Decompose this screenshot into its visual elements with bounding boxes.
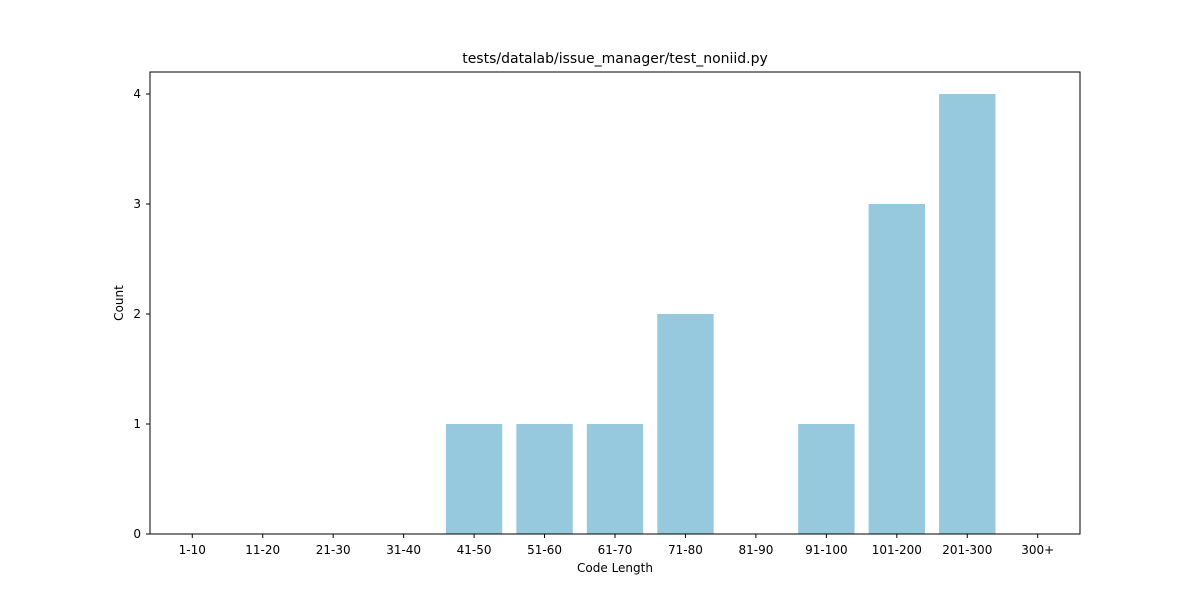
x-tick-label: 101-200 [872, 543, 922, 557]
x-tick-label: 31-40 [386, 543, 421, 557]
y-tick-label: 4 [133, 87, 141, 101]
x-tick-label: 300+ [1021, 543, 1054, 557]
x-axis: 1-10 11-20 21-30 31-40 41-50 51-60 61-70 71-80 8… [179, 534, 1054, 557]
bar-201-300 [939, 94, 996, 534]
y-tick-label: 2 [133, 307, 141, 321]
bar-71-80 [657, 314, 714, 534]
x-tick-label: 71-80 [668, 543, 703, 557]
y-axis-label: Count [112, 285, 126, 321]
y-axis: 0 1 2 3 4 [133, 87, 150, 541]
chart-title: tests/datalab/issue_manager/test_noniid.… [462, 51, 768, 67]
y-tick-label: 3 [133, 197, 141, 211]
x-tick-label: 61-70 [598, 543, 633, 557]
x-tick-label: 41-50 [457, 543, 492, 557]
x-tick-label: 51-60 [527, 543, 562, 557]
bar-101-200 [868, 204, 925, 534]
bars-group [445, 94, 996, 534]
x-tick-label: 201-300 [942, 543, 992, 557]
y-tick-label: 0 [133, 527, 141, 541]
bar-91-100 [798, 424, 855, 534]
bar-61-70 [586, 424, 644, 534]
x-axis-label: Code Length [577, 561, 653, 575]
x-tick-label: 91-100 [805, 543, 848, 557]
x-tick-label: 21-30 [316, 543, 351, 557]
bar-51-60 [516, 424, 573, 534]
x-tick-label: 1-10 [179, 543, 206, 557]
y-tick-label: 1 [133, 417, 141, 431]
x-tick-label: 11-20 [245, 543, 280, 557]
x-tick-label: 81-90 [738, 543, 773, 557]
bar-41-50 [445, 424, 503, 534]
